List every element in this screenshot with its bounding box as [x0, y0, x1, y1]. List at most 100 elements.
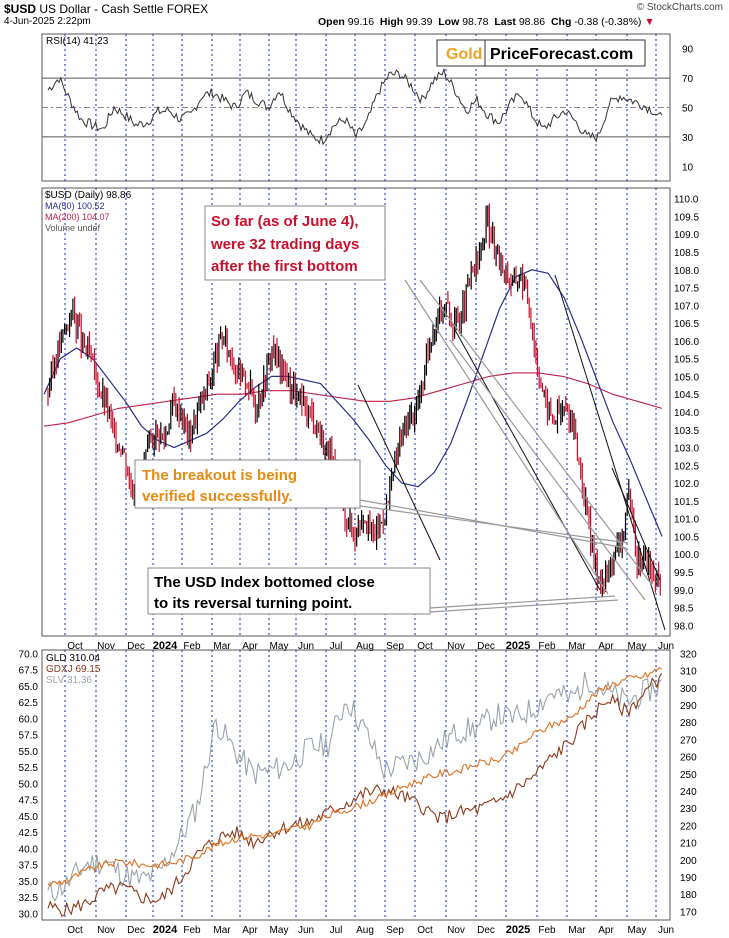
metals-x-label: Oct [67, 925, 83, 936]
metals-tick-left: 70.0 [19, 649, 39, 660]
usd-tick-label: 101.5 [674, 497, 699, 508]
bottom-line2: to its reversal turning point. [154, 595, 352, 612]
trend-line [357, 384, 441, 561]
chg-label: Chg [550, 16, 572, 28]
last-value: 98.86 [518, 16, 546, 28]
metals-tick-right: 310 [680, 667, 697, 678]
rsi-line [47, 68, 663, 146]
gld-line [47, 667, 662, 887]
stockcharts-credit: © StockCharts.com [636, 2, 723, 13]
metals-tick-left: 30.0 [19, 909, 39, 920]
ma50-legend: MA(50) 100.52 [45, 201, 105, 211]
metals-tick-right: 170 [680, 907, 697, 918]
metals-x-label: Jun [298, 925, 314, 936]
rsi-tick-label: 10 [682, 162, 694, 173]
rsi-tick-label: 50 [682, 104, 694, 115]
rsi-tick-label: 90 [682, 45, 694, 56]
metals-x-label: Jul [330, 925, 343, 936]
metals-x-label: Dec [127, 925, 145, 936]
logo-gold: Gold [446, 46, 482, 63]
logo-site: PriceForecast.com [490, 46, 633, 63]
metals-tick-left: 55.0 [19, 747, 39, 758]
metals-tick-left: 42.5 [19, 828, 39, 839]
metals-x-label: Sep [386, 925, 404, 936]
metals-tick-left: 47.5 [19, 796, 39, 807]
breakout-line1: The breakout is being [142, 467, 297, 484]
trading-days-line2: were 32 trading days [210, 236, 359, 253]
slv-legend: SLV 31.36 [46, 675, 92, 686]
metals-x-label: May [628, 925, 647, 936]
exchange-name: FOREX [166, 2, 209, 16]
rsi-tick-label: 30 [682, 133, 694, 144]
usd-tick-label: 110.0 [674, 195, 699, 206]
metals-tick-right: 270 [680, 735, 697, 746]
usd-x-label: Feb [183, 641, 201, 652]
usd-x-label: Aug [356, 641, 374, 652]
metals-x-label: Nov [447, 925, 465, 936]
annotation-connector [404, 279, 609, 595]
usd-x-label: Mar [568, 641, 586, 652]
metals-x-label: Feb [183, 925, 201, 936]
usd-x-label: Dec [477, 641, 495, 652]
metals-tick-right: 280 [680, 718, 697, 729]
annotation-connector [359, 505, 629, 544]
metals-tick-left: 50.0 [19, 779, 39, 790]
metals-tick-left: 65.0 [19, 682, 39, 693]
trading-days-line1: So far (as of June 4), [211, 213, 359, 230]
usd-x-label: May [270, 641, 289, 652]
metals-tick-right: 240 [680, 787, 697, 798]
usd-x-label: 2025 [506, 640, 530, 652]
usd-x-label: Oct [67, 641, 83, 652]
usd-legend: $USD (Daily) 98.86 [45, 190, 132, 201]
usd-tick-label: 102.5 [674, 461, 699, 472]
chg-value: -0.38 (-0.38%) [574, 16, 642, 28]
logo-box [436, 39, 646, 67]
usd-tick-label: 105.5 [674, 355, 699, 366]
down-arrow-icon: ▼ [644, 16, 655, 28]
usd-x-label: Mar [213, 641, 231, 652]
usd-tick-label: 103.5 [674, 426, 699, 437]
metals-tick-left: 37.5 [19, 861, 39, 872]
metals-x-label: Aug [356, 925, 374, 936]
usd-tick-label: 98.5 [674, 604, 694, 615]
usd-x-label: Jul [330, 641, 343, 652]
metals-tick-right: 250 [680, 770, 697, 781]
symbol-label: $USD [4, 2, 37, 16]
usd-tick-label: 107.5 [674, 284, 699, 295]
open-label: Open [318, 16, 345, 28]
ma200-legend: MA(200) 104.07 [45, 212, 110, 222]
usd-tick-label: 108.5 [674, 248, 699, 259]
metals-x-label: May [270, 925, 289, 936]
rsi-legend: RSI(14) 41.23 [46, 36, 109, 47]
metals-x-label: Apr [242, 925, 258, 936]
usd-tick-label: 109.5 [674, 212, 699, 223]
usd-x-label: Oct [417, 641, 433, 652]
metals-tick-left: 60.0 [19, 714, 39, 725]
usd-x-label: Jun [658, 641, 674, 652]
usd-tick-label: 104.0 [674, 408, 699, 419]
instrument-name: US Dollar - Cash Settle [39, 2, 164, 16]
metals-x-label: Nov [97, 925, 115, 936]
metals-tick-right: 290 [680, 701, 697, 712]
usd-x-label: Apr [242, 641, 258, 652]
gdxj-line [47, 673, 663, 918]
annotation-connector [419, 279, 653, 586]
usd-x-label: Apr [598, 641, 614, 652]
usd-x-label: Nov [97, 641, 115, 652]
metals-tick-right: 180 [680, 890, 697, 901]
usd-tick-label: 106.5 [674, 319, 699, 330]
metals-tick-right: 190 [680, 873, 697, 884]
usd-tick-label: 107.0 [674, 301, 699, 312]
high-value: 99.39 [406, 16, 433, 28]
trend-line [454, 329, 601, 591]
usd-tick-label: 108.0 [674, 266, 699, 277]
metals-x-label: Feb [538, 925, 556, 936]
metals-x-label: Jun [658, 925, 674, 936]
last-label: Last [494, 16, 516, 28]
bottom-box [147, 567, 431, 615]
usd-tick-label: 101.0 [674, 515, 699, 526]
usd-x-label: 2024 [153, 640, 178, 652]
metals-tick-left: 67.5 [19, 666, 39, 677]
volume-legend: Volume undef [45, 223, 101, 233]
